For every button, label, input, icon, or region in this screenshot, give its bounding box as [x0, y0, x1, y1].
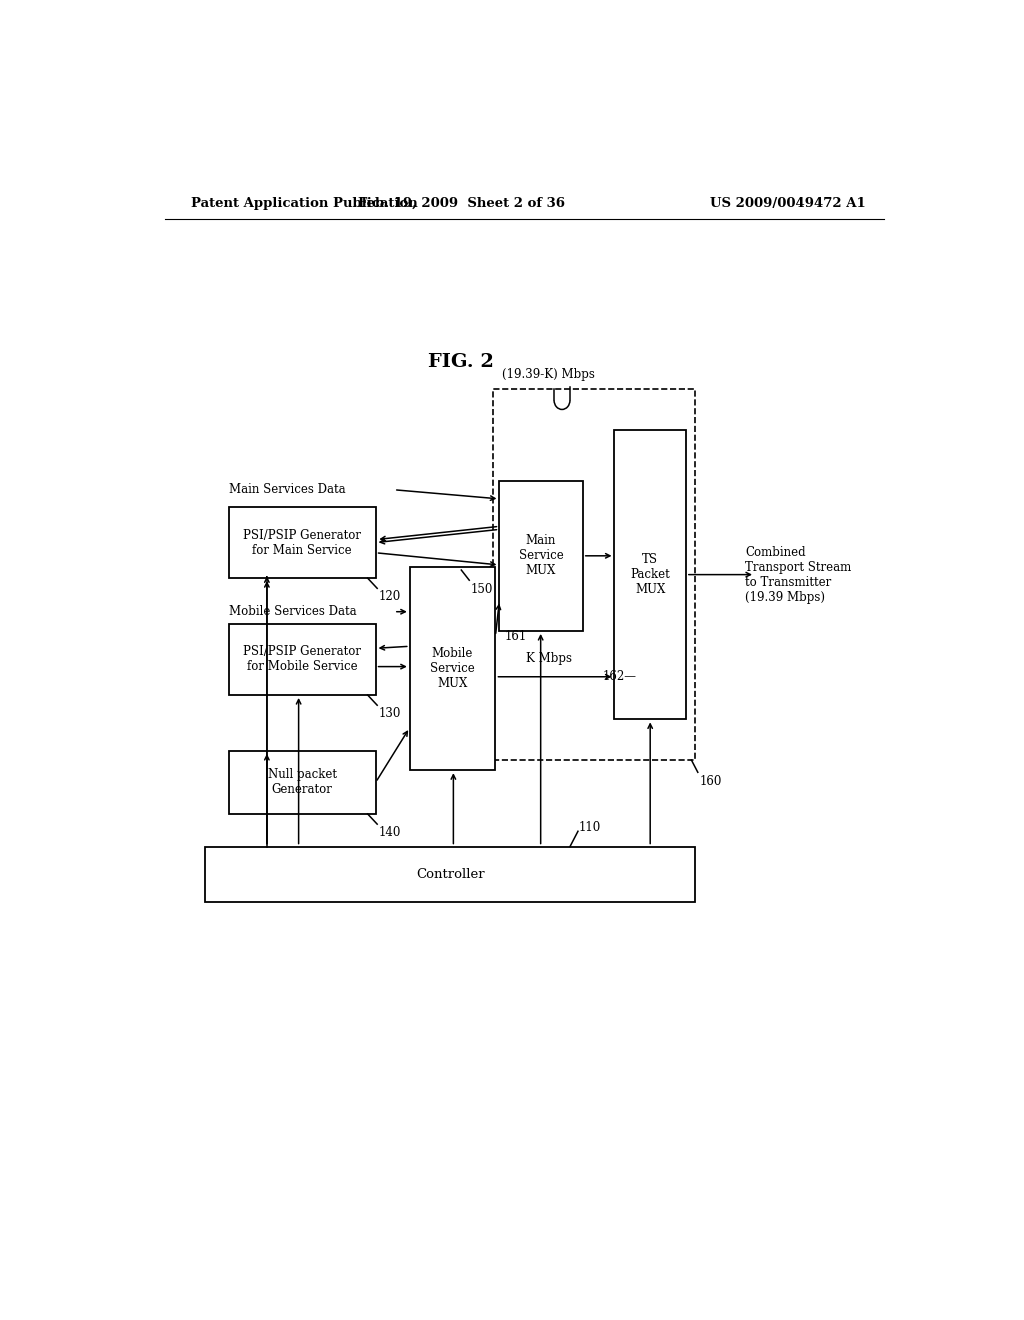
Text: 140: 140 [379, 826, 401, 840]
Text: 110: 110 [579, 821, 601, 834]
Text: Mobile
Service
MUX: Mobile Service MUX [430, 647, 475, 690]
Text: 150: 150 [471, 583, 494, 597]
Text: 120: 120 [379, 590, 401, 603]
Bar [410, 568, 496, 771]
Text: Mobile Services Data: Mobile Services Data [228, 605, 356, 618]
Text: Main Services Data: Main Services Data [228, 483, 345, 496]
Text: K Mbps: K Mbps [525, 652, 571, 665]
Text: FIG. 2: FIG. 2 [428, 352, 495, 371]
Text: 161: 161 [504, 630, 526, 643]
Text: 162—: 162— [602, 671, 637, 684]
Text: 160: 160 [699, 775, 722, 788]
Text: PSI/PSIP Generator
for Main Service: PSI/PSIP Generator for Main Service [243, 528, 361, 557]
Bar [500, 480, 583, 631]
Text: US 2009/0049472 A1: US 2009/0049472 A1 [711, 197, 866, 210]
Bar [228, 507, 376, 578]
Bar [205, 846, 695, 903]
Bar [614, 430, 686, 719]
Text: TS
Packet
MUX: TS Packet MUX [631, 553, 670, 597]
Bar [494, 389, 695, 760]
Bar [228, 624, 376, 696]
Text: (19.39-K) Mbps: (19.39-K) Mbps [502, 368, 595, 381]
Text: Feb. 19, 2009  Sheet 2 of 36: Feb. 19, 2009 Sheet 2 of 36 [357, 197, 565, 210]
Text: PSI/PSIP Generator
for Mobile Service: PSI/PSIP Generator for Mobile Service [243, 645, 361, 673]
Text: 130: 130 [379, 708, 401, 721]
Text: Main
Service
MUX: Main Service MUX [519, 535, 563, 577]
Bar [228, 751, 376, 814]
Text: Controller: Controller [416, 869, 484, 880]
Text: Null packet
Generator: Null packet Generator [267, 768, 337, 796]
Text: Combined
Transport Stream
to Transmitter
(19.39 Mbps): Combined Transport Stream to Transmitter… [745, 546, 852, 605]
Text: Patent Application Publication: Patent Application Publication [191, 197, 418, 210]
